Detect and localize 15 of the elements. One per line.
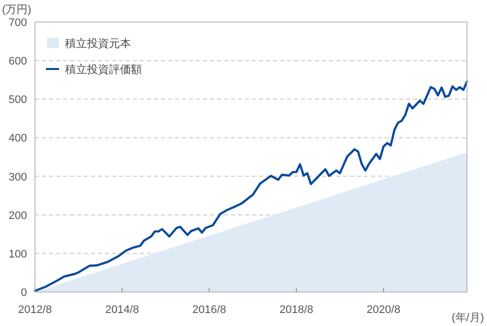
x-tick-label: 2012/8 — [18, 304, 52, 316]
y-tick-label: 100 — [8, 248, 27, 260]
x-tick-label: 2014/8 — [105, 304, 139, 316]
xlabel: (年/月) — [452, 312, 484, 324]
y-tick-label: 400 — [8, 132, 27, 145]
y-tick-label: 600 — [8, 56, 27, 68]
y-tick-label: 300 — [8, 171, 27, 184]
ylabel: (万円) — [2, 4, 32, 16]
x-tick-label: 2020/8 — [366, 304, 400, 316]
y-tick-label: 200 — [8, 210, 27, 222]
y-tick-label: 700 — [8, 17, 27, 29]
x-tick-label: 2016/8 — [192, 304, 226, 316]
y-tick-label: 500 — [8, 94, 27, 106]
y-tick-label: 0 — [20, 287, 27, 299]
x-tick-label: 2018/8 — [280, 304, 314, 316]
